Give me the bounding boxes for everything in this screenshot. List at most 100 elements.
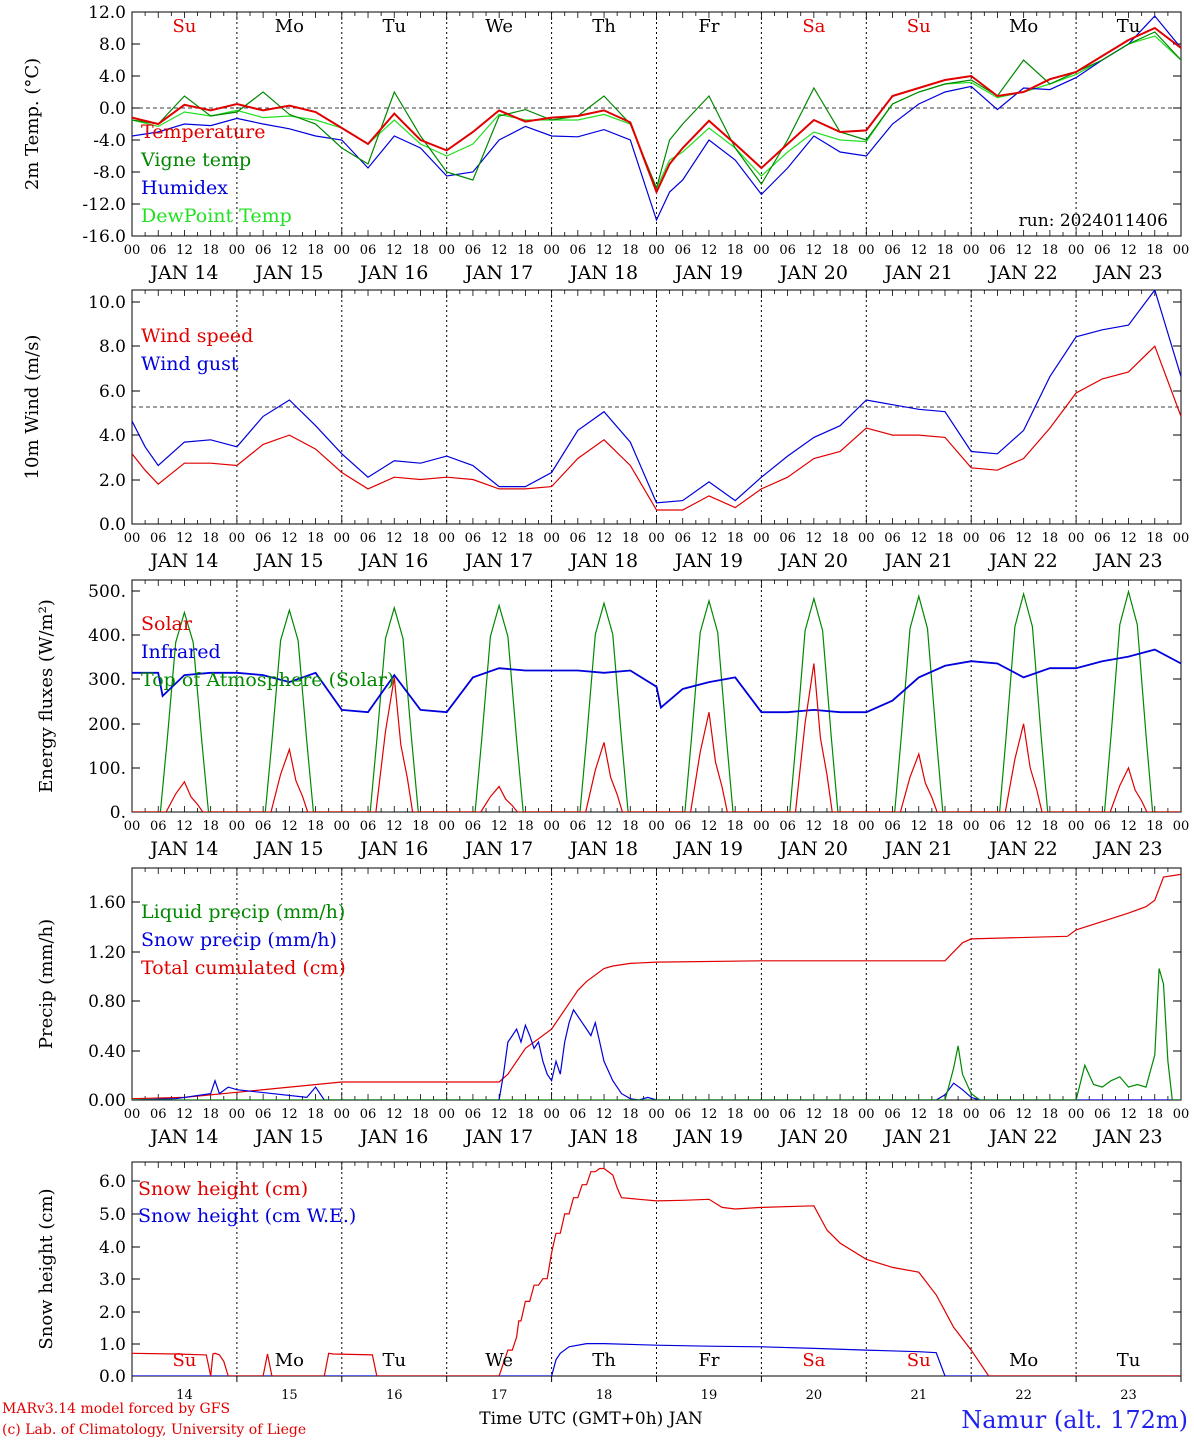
y-tick-label: 0.40 [88,1042,126,1062]
date-label: JAN 15 [253,550,323,572]
hour-tick-label: 06 [150,243,167,258]
hour-tick-label: 00 [963,243,980,258]
day-number-label: 22 [1015,1388,1032,1403]
hour-tick-label: 18 [202,243,219,258]
hour-tick-label: 00 [753,819,770,834]
y-axis-label: Energy fluxes (W/m²) [36,599,57,793]
series-group [132,1167,1181,1376]
hour-tick-label: 18 [832,819,849,834]
legend-entry: Humidex [141,177,228,199]
date-label: JAN 21 [883,1126,953,1148]
hour-tick-label: 18 [517,243,534,258]
hour-tick-label: 00 [963,531,980,546]
hour-tick-label: 06 [989,1107,1006,1122]
weekday-label: Su [172,16,196,37]
hour-tick-label: 00 [753,1107,770,1122]
hour-tick-label: 12 [1120,819,1137,834]
legend-entry: Top of Atmosphere (Solar) [141,669,394,691]
hour-tick-label: 06 [465,1107,482,1122]
hour-tick-label: 06 [255,243,272,258]
hour-tick-label: 06 [884,243,901,258]
hour-tick-label: 12 [806,1107,823,1122]
date-label: JAN 23 [1092,262,1162,284]
hour-tick-label: 00 [543,531,560,546]
hour-tick-label: 06 [255,531,272,546]
date-label: JAN 19 [673,1126,743,1148]
date-label: JAN 20 [778,262,848,284]
hour-tick-label: 00 [438,819,455,834]
legend-entry: Wind gust [141,353,239,375]
hour-tick-label: 00 [334,1107,351,1122]
hour-tick-label: 06 [255,1107,272,1122]
hour-tick-label: 12 [1120,243,1137,258]
hour-tick-label: 00 [1173,243,1190,258]
weekday-label: We [485,1350,513,1371]
hour-tick-label: 12 [491,1107,508,1122]
hour-tick-label: 18 [517,531,534,546]
hour-tick-label: 18 [937,531,954,546]
y-axis-label: Precip (mm/h) [36,919,57,1049]
date-label: JAN 22 [988,550,1058,572]
hour-tick-label: 06 [1094,819,1111,834]
date-label: JAN 20 [778,550,848,572]
hour-tick-label: 18 [1147,1107,1164,1122]
hour-tick-label: 18 [307,531,324,546]
y-tick-label: 1.0 [99,1335,126,1355]
weekday-label: Su [907,1350,931,1371]
date-label: JAN 21 [883,550,953,572]
weekday-label: We [485,16,513,37]
hour-tick-label: 12 [910,819,927,834]
y-tick-label: -4.0 [93,131,126,151]
hour-tick-label: 12 [596,243,613,258]
series-line-vigne-temp [132,31,1181,190]
hour-tick-label: 12 [176,1107,193,1122]
hour-tick-label: 00 [648,531,665,546]
hour-tick-label: 18 [622,531,639,546]
hour-tick-label: 06 [570,1107,587,1122]
day-number-label: 14 [176,1388,193,1403]
run-label: run: 2024011406 [1019,211,1168,231]
hour-tick-label: 18 [832,1107,849,1122]
hour-tick-label: 18 [1147,531,1164,546]
hour-tick-label: 06 [779,243,796,258]
day-number-label: 15 [281,1388,298,1403]
y-tick-label: 0.00 [88,1091,126,1111]
hour-tick-label: 00 [229,1107,246,1122]
hour-tick-label: 06 [779,531,796,546]
y-tick-label: 6.0 [99,1172,126,1192]
series-line-total-cumulated-cm- [132,873,1181,1100]
date-label: JAN 16 [358,262,428,284]
hour-tick-label: 06 [150,1107,167,1122]
hour-tick-label: 12 [910,243,927,258]
series-line-infrared [132,648,1181,714]
hour-tick-label: 06 [570,819,587,834]
hour-tick-label: 12 [701,243,718,258]
date-label: JAN 19 [673,550,743,572]
panel-2: 10.0 8.0 6.0 4.0 2.0 0.0 10m Wind (m/s) Wind sp… [22,289,1189,572]
hour-tick-label: 06 [884,1107,901,1122]
day-number-label: 16 [386,1388,403,1403]
hour-tick-label: 12 [491,531,508,546]
hour-tick-label: 18 [202,1107,219,1122]
hour-tick-label: 06 [150,819,167,834]
hour-tick-label: 00 [753,243,770,258]
hour-tick-label: 18 [1147,819,1164,834]
date-label: JAN 22 [988,1126,1058,1148]
hour-tick-label: 06 [360,1107,377,1122]
day-number-label: 18 [596,1388,613,1403]
y-tick-label: 2.0 [99,1303,126,1323]
y-axis-label: 2m Temp. (°C) [22,58,43,190]
weekday-label: Mo [275,1350,304,1371]
hour-tick-label: 18 [937,1107,954,1122]
hour-tick-label: 18 [517,819,534,834]
hour-tick-label: 12 [596,1107,613,1122]
series-group [132,589,1181,812]
hour-tick-label: 00 [858,243,875,258]
hour-tick-label: 00 [963,819,980,834]
date-label: JAN 21 [883,262,953,284]
date-label: JAN 22 [988,262,1058,284]
weekday-label: Fr [698,1350,719,1371]
y-tick-label: 400. [88,626,126,646]
y-tick-label: 0.80 [88,992,126,1012]
